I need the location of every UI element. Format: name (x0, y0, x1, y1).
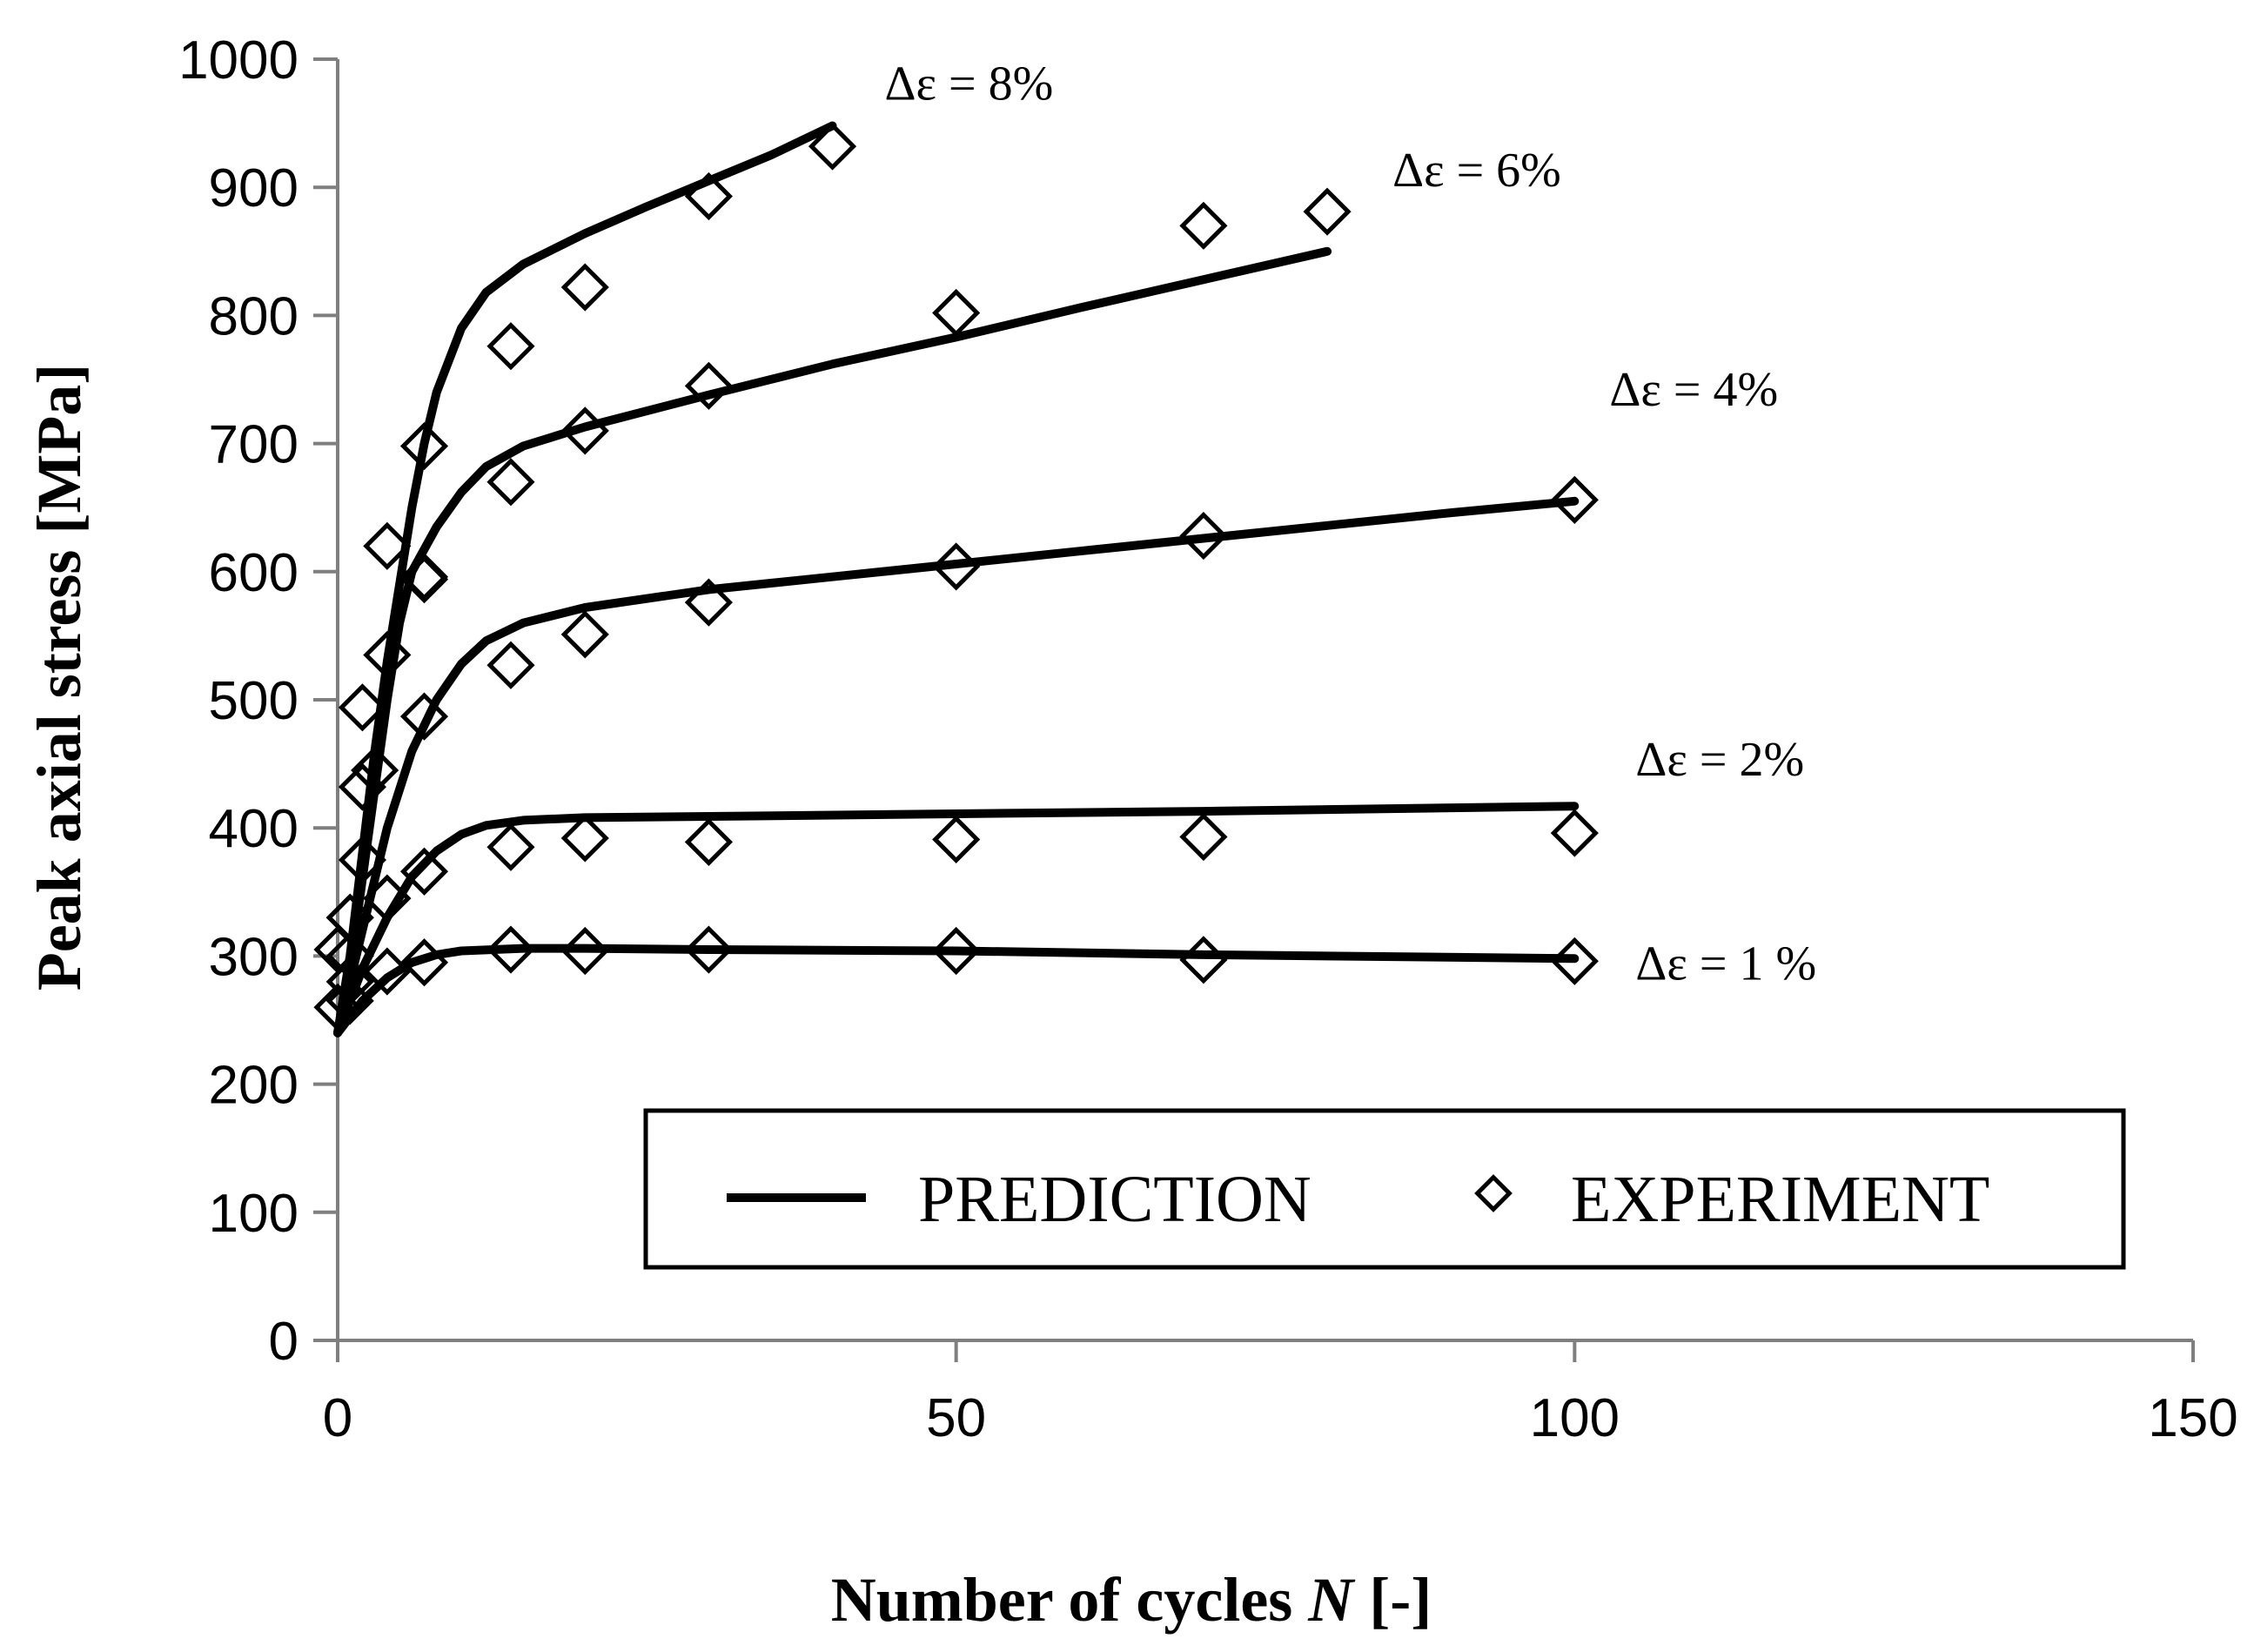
experiment-point (560, 610, 609, 659)
experiment-point (338, 762, 387, 811)
strain-annotation: Δε = 1 % (1635, 937, 1816, 991)
experiment-point (932, 815, 981, 864)
experiment-markers (313, 122, 1599, 1031)
prediction-curve (333, 246, 1332, 1038)
y-tick-label: 900 (209, 158, 299, 218)
experiment-point (560, 263, 609, 312)
experiment-point (313, 983, 362, 1031)
experiment-point (1303, 187, 1352, 236)
y-axis-title: Peak axial stress [MPa] (24, 364, 94, 991)
experiment-point (808, 122, 857, 171)
experiment-point (486, 641, 535, 689)
experiment-point (932, 542, 981, 591)
experiment-point (684, 171, 733, 221)
experiment-point (351, 746, 399, 795)
experiment-point (684, 578, 733, 627)
legend-experiment-label: EXPERIMENT (1571, 1163, 1989, 1236)
experiment-point (684, 817, 733, 866)
prediction-curve (333, 496, 1580, 1038)
strain-annotations: Δε = 8% Δε = 6% Δε = 4% Δε = 2% Δε = 1 % (885, 57, 1817, 991)
experiment-point (363, 521, 412, 570)
x-axis-title: Number of cycles N [-] (831, 1565, 1432, 1635)
experiment-point (1179, 812, 1228, 862)
x-tick-label: 150 (2148, 1388, 2237, 1448)
experiment-point (932, 288, 981, 338)
y-tick-label: 600 (209, 543, 299, 603)
experiment-point (399, 938, 449, 987)
legend: PREDICTION EXPERIMENT (643, 1108, 2126, 1270)
prediction-curves (333, 121, 1580, 1038)
experiment-point (486, 322, 535, 371)
y-tick-label: 400 (209, 799, 299, 859)
strain-annotation: Δε = 4% (1609, 363, 1778, 417)
experiment-point (932, 926, 981, 976)
axes: 0 100 200 300 400 500 600 700 800 900 1000 0 50 100 15… (178, 30, 2238, 1448)
experiment-point (560, 814, 609, 863)
experiment-point (1550, 809, 1599, 857)
legend-prediction-label: PREDICTION (918, 1163, 1311, 1236)
y-tick-label: 500 (209, 671, 299, 731)
experiment-point (486, 823, 535, 871)
experiment-point (1550, 937, 1599, 985)
experiment-point (560, 406, 609, 455)
strain-annotation: Δε = 8% (885, 57, 1054, 111)
y-tick-label: 700 (209, 415, 299, 475)
experiment-point (1179, 512, 1228, 561)
legend-experiment-marker (1474, 1174, 1513, 1212)
strain-annotation: Δε = 2% (1635, 733, 1804, 787)
experiment-point (486, 458, 535, 507)
x-tick-label: 100 (1530, 1388, 1620, 1448)
experiment-point (399, 847, 449, 896)
strain-annotation: Δε = 6% (1392, 144, 1561, 198)
experiment-point (684, 925, 733, 974)
x-tick-label: 0 (323, 1388, 352, 1448)
y-tick-label: 0 (269, 1312, 299, 1372)
experiment-point (338, 683, 387, 732)
experiment-point (363, 947, 412, 996)
experiment-point (1179, 201, 1228, 250)
y-tick-label: 800 (209, 286, 299, 346)
experiment-point (399, 692, 449, 741)
experiment-point (560, 926, 609, 976)
y-tick-label: 100 (209, 1184, 299, 1244)
experiment-point (325, 931, 374, 980)
y-tick-label: 300 (209, 927, 299, 987)
experiment-point (486, 925, 535, 974)
experiment-point (363, 630, 412, 680)
experiment-point (325, 893, 374, 942)
experiment-point (338, 836, 387, 884)
y-tick-label: 200 (209, 1056, 299, 1116)
experiment-point (325, 957, 374, 1006)
y-tick-label: 1000 (178, 30, 299, 91)
experiment-point (1179, 936, 1228, 984)
experiment-point (399, 421, 449, 471)
experiment-point (363, 874, 412, 923)
experiment-point (1550, 475, 1599, 524)
legend-box (643, 1108, 2126, 1270)
experiment-point (684, 361, 733, 410)
experiment-point (399, 555, 449, 604)
x-tick-label: 50 (926, 1388, 986, 1448)
